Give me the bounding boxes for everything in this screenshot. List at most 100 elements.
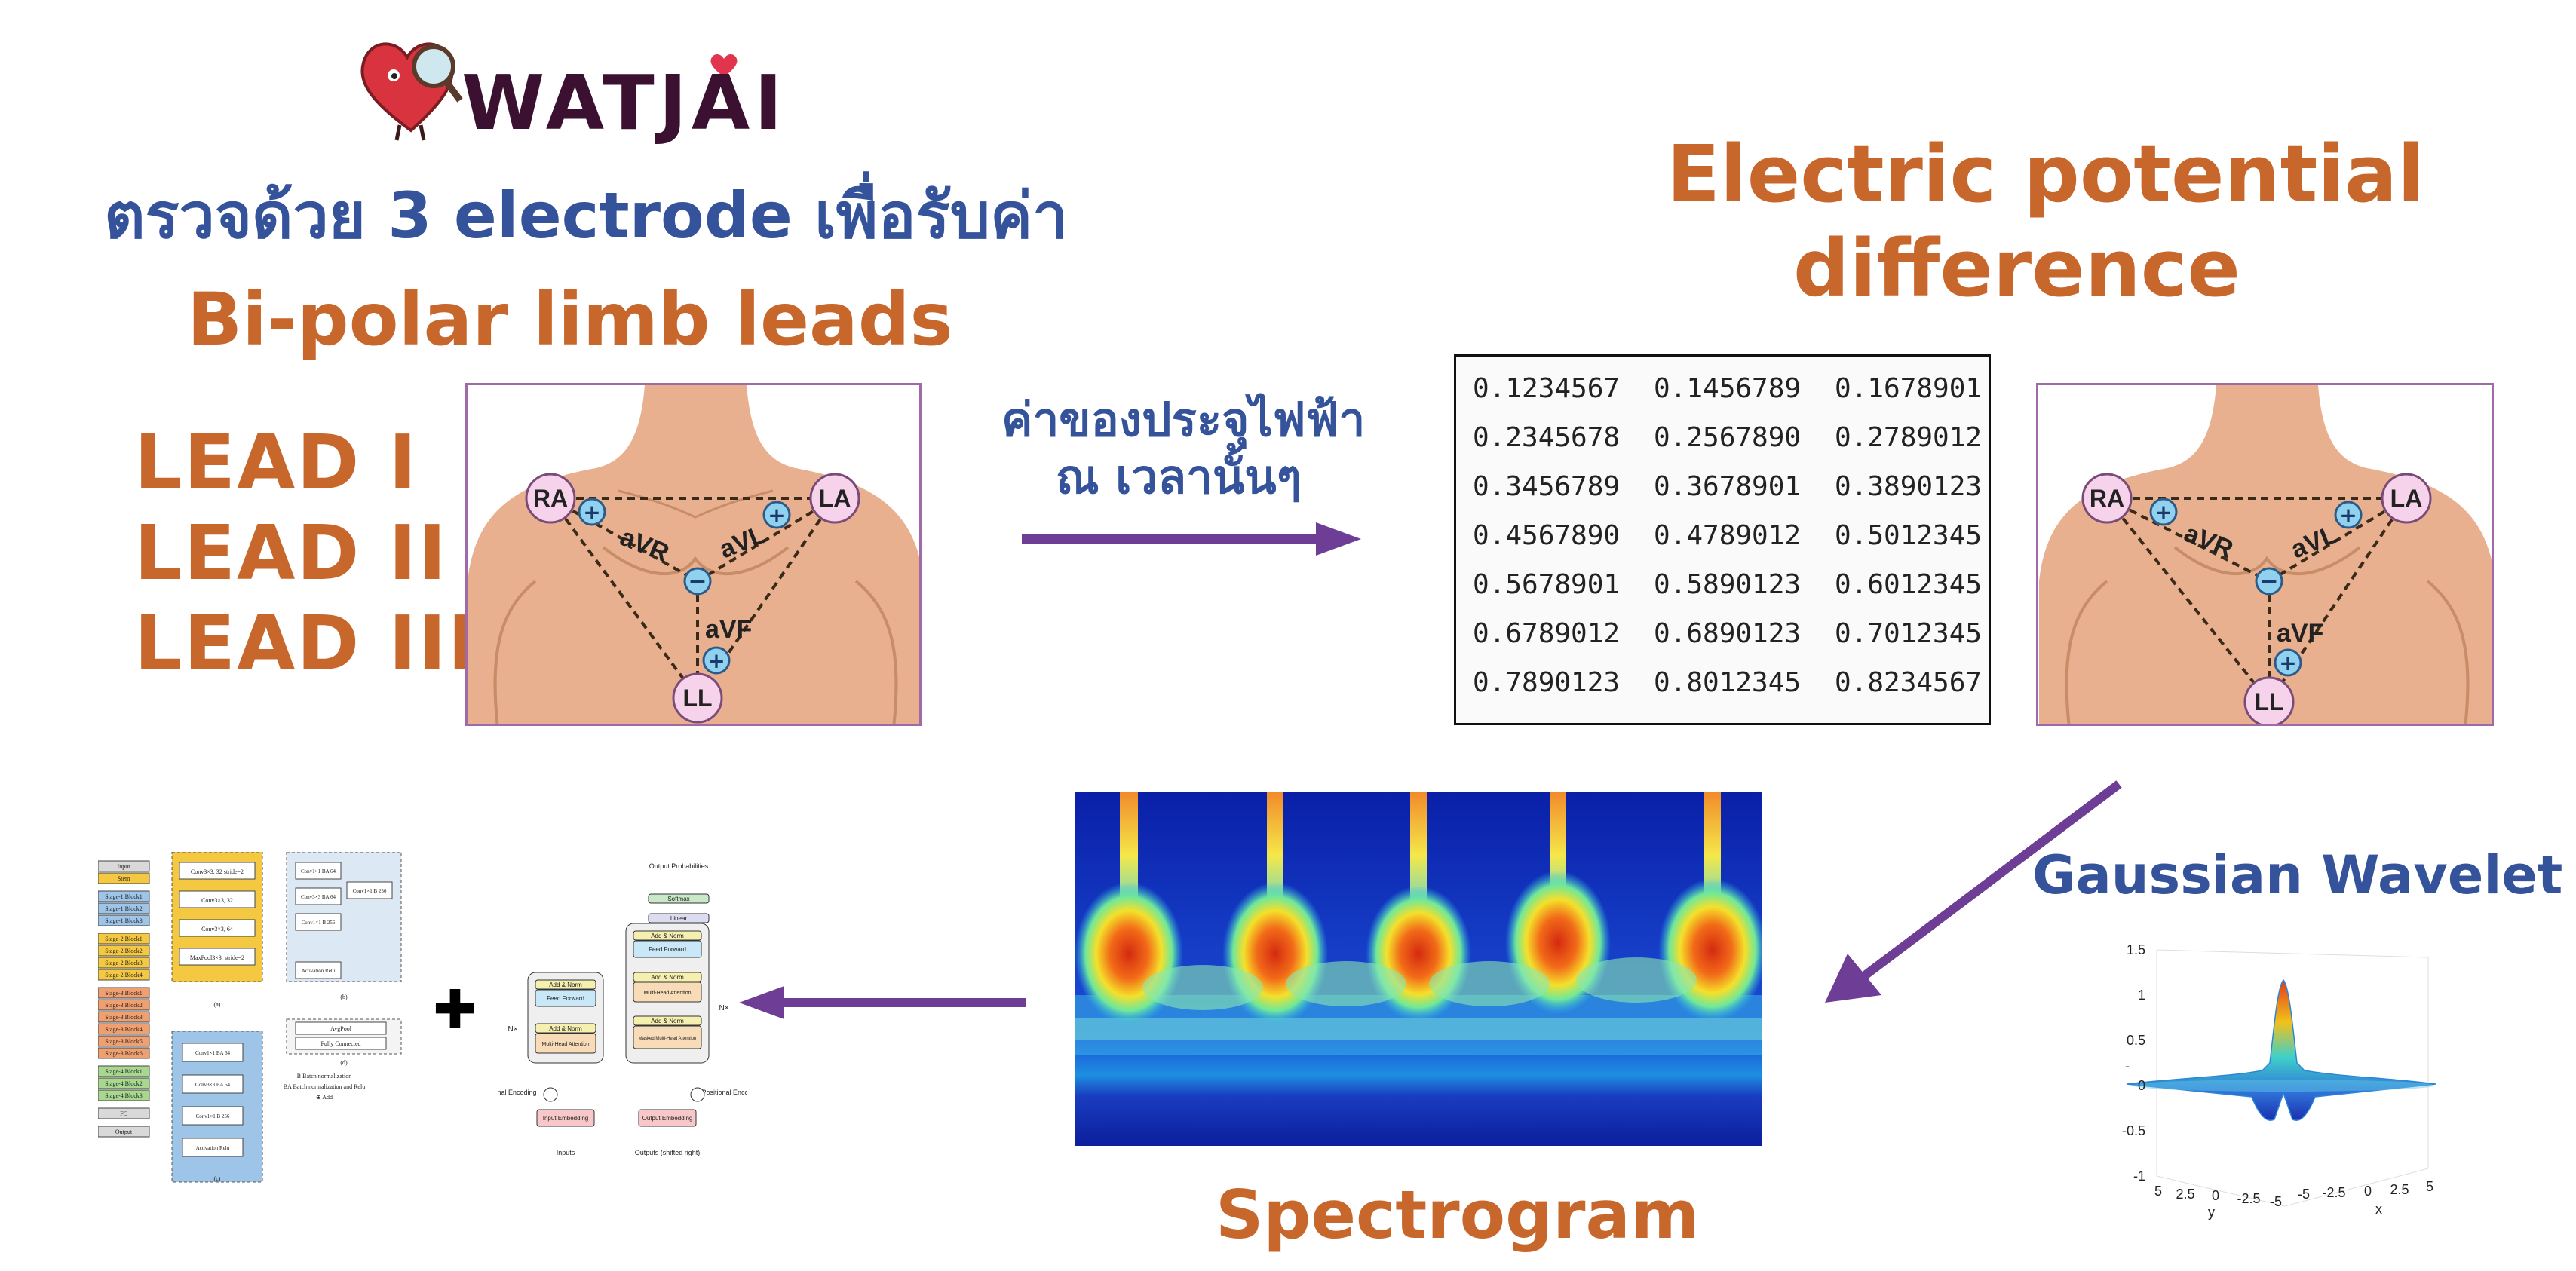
- ra-label: RA: [533, 485, 568, 512]
- cnn-caption: (b): [340, 994, 348, 1000]
- transformer-architecture-diagram: Output Probabilities Softmax Linear Add & N…: [477, 859, 761, 1176]
- svg-text:−: −: [688, 568, 707, 595]
- cnn-layer-label: Stage-3 Block1: [105, 990, 143, 997]
- cnn-caption: (c): [214, 1175, 221, 1182]
- cnn-layer-label: Activation Relu: [302, 968, 336, 974]
- table-cell: 0.7012345: [1835, 618, 1983, 649]
- x-tick: 2.5: [2390, 1182, 2409, 1197]
- cnn-layer-label: Input: [118, 863, 131, 870]
- cnn-layer-label: Stage-2 Block1: [105, 936, 143, 942]
- input-embedding-block: Input Embedding: [543, 1115, 589, 1122]
- avf-label: aVF: [705, 615, 752, 644]
- add-norm-block: Add & Norm: [651, 933, 684, 939]
- plus-icon: ✚: [433, 979, 477, 1040]
- add-norm-block: Add & Norm: [549, 982, 582, 988]
- svg-text:+: +: [583, 500, 600, 525]
- y-tick: -2.5: [2237, 1191, 2260, 1206]
- x-tick: -5: [2298, 1187, 2310, 1202]
- spectrogram-label: Spectrogram: [1216, 1176, 1700, 1254]
- table-cell: 0.3890123: [1835, 471, 1983, 502]
- cnn-layer-label: Activation Relu: [196, 1145, 230, 1151]
- y-tick: -5: [2270, 1194, 2282, 1209]
- cnn-layer-label: Conv3×3, 32: [201, 897, 233, 904]
- z-tick: -0.5: [2122, 1123, 2145, 1138]
- cnn-layer-label: Stage-4 Block2: [105, 1080, 143, 1087]
- y-tick: 2.5: [2176, 1187, 2194, 1202]
- positional-encoding-label: Positional Encoding: [701, 1089, 747, 1096]
- table-cell: 0.2567890: [1654, 422, 1802, 453]
- negative-electrode-icon: −: [683, 567, 712, 596]
- table-cell: 0.2789012: [1835, 422, 1983, 453]
- gaussian-wavelet-title: Gaussian Wavelet: [2032, 844, 2563, 906]
- cnn-layer-label: Stage-4 Block3: [105, 1092, 143, 1099]
- cnn-layer-label: Stage-1 Block1: [105, 893, 143, 900]
- logo: [354, 29, 747, 142]
- z-axis-label: -: [2125, 1058, 2130, 1073]
- heart-mascot-icon: [360, 42, 463, 141]
- ll-label: LL: [2254, 688, 2283, 715]
- softmax-block: Softmax: [667, 896, 689, 902]
- cnn-layer-label: Fully Connected: [320, 1040, 360, 1047]
- cnn-layer-label: Stem: [118, 875, 130, 882]
- svg-text:+: +: [2154, 500, 2172, 525]
- cnn-layer-label: Conv1×1 B 256: [196, 1113, 230, 1119]
- table-cell: 0.6890123: [1654, 618, 1802, 649]
- cnn-layer-label: Conv1×1 BA 64: [195, 1050, 230, 1056]
- svg-text:+: +: [2279, 651, 2296, 675]
- cnn-caption: (a): [214, 1001, 221, 1008]
- add-norm-block: Add & Norm: [651, 974, 684, 981]
- chest-electrode-diagram-right: + + + − RA LA LL aVR aVL aVF: [2036, 383, 2494, 726]
- cnn-legend-item: BA Batch normalization and Relu: [284, 1083, 365, 1090]
- x-tick: 5: [2426, 1179, 2433, 1194]
- svg-text:+: +: [707, 648, 725, 673]
- lead-2-label: LEAD II: [134, 509, 448, 597]
- la-label: LA: [819, 485, 851, 512]
- y-tick: 0: [2212, 1188, 2219, 1203]
- table-cell: 0.3678901: [1654, 471, 1802, 502]
- z-tick: 1: [2138, 988, 2145, 1003]
- cnn-layer-label: Conv3×3 BA 64: [195, 1082, 230, 1088]
- small-heart-icon: [710, 54, 738, 77]
- chest-electrode-diagram-left: + + + − RA LA LL aVR aVL aVF: [465, 383, 922, 726]
- table-cell: 0.6012345: [1835, 569, 1983, 600]
- table-cell: 0.1456789: [1654, 373, 1802, 404]
- avf-label: aVF: [2277, 619, 2323, 648]
- outputs-label: Outputs (shifted right): [635, 1149, 701, 1156]
- cnn-layer-label: Stage-2 Block2: [105, 948, 143, 954]
- potential-title-line1: Electric potential: [1667, 128, 2424, 220]
- feed-forward-block: Feed Forward: [649, 946, 686, 953]
- table-cell: 0.5890123: [1654, 569, 1802, 600]
- cnn-layer-label: Stage-2 Block4: [105, 972, 143, 979]
- left-arrow-icon: [739, 986, 1026, 1019]
- table-cell: 0.1678901: [1835, 373, 1983, 404]
- table-cell: 0.8234567: [1835, 667, 1983, 698]
- z-tick: 0: [2138, 1078, 2145, 1093]
- potential-title-line2: difference: [1793, 222, 2240, 314]
- add-norm-block: Add & Norm: [651, 1018, 684, 1024]
- multi-head-block: Multi-Head Attention: [643, 991, 691, 996]
- svg-text:+: +: [768, 503, 785, 528]
- cnn-layer-label: Conv1×1 B 256: [353, 888, 387, 894]
- table-cell: 0.3456789: [1473, 471, 1621, 502]
- table-cell: 0.8012345: [1654, 667, 1802, 698]
- table-cell: 0.4567890: [1473, 520, 1621, 551]
- cnn-layer-label: Conv3×3, 64: [201, 926, 233, 933]
- cnn-layer-label: Stage-1 Block2: [105, 905, 143, 912]
- nx-label: N×: [508, 1025, 517, 1034]
- y-axis-label: y: [2208, 1205, 2215, 1220]
- arrow-caption-line2: ณ เวลานั้นๆ: [1056, 449, 1302, 504]
- x-axis-label: x: [2375, 1202, 2382, 1217]
- positional-encoding-label: Positional Encoding: [498, 1089, 537, 1096]
- cnn-layer-label: AvgPool: [330, 1025, 352, 1032]
- z-tick: 1.5: [2127, 942, 2145, 957]
- transformer-output-label: Output Probabilities: [649, 862, 709, 870]
- add-norm-block: Add & Norm: [549, 1025, 582, 1032]
- cnn-layer-label: Stage-2 Block3: [105, 960, 143, 966]
- lead-1-label: LEAD I: [134, 418, 419, 507]
- bipolar-heading: Bi-polar limb leads: [187, 277, 953, 362]
- x-tick: 0: [2364, 1184, 2372, 1199]
- linear-block: Linear: [670, 915, 688, 922]
- svg-text:+: +: [2339, 503, 2357, 528]
- cnn-layer-label: Stage-3 Block5: [105, 1038, 143, 1045]
- cnn-layer-label: MaxPool3×3, stride=2: [190, 954, 244, 961]
